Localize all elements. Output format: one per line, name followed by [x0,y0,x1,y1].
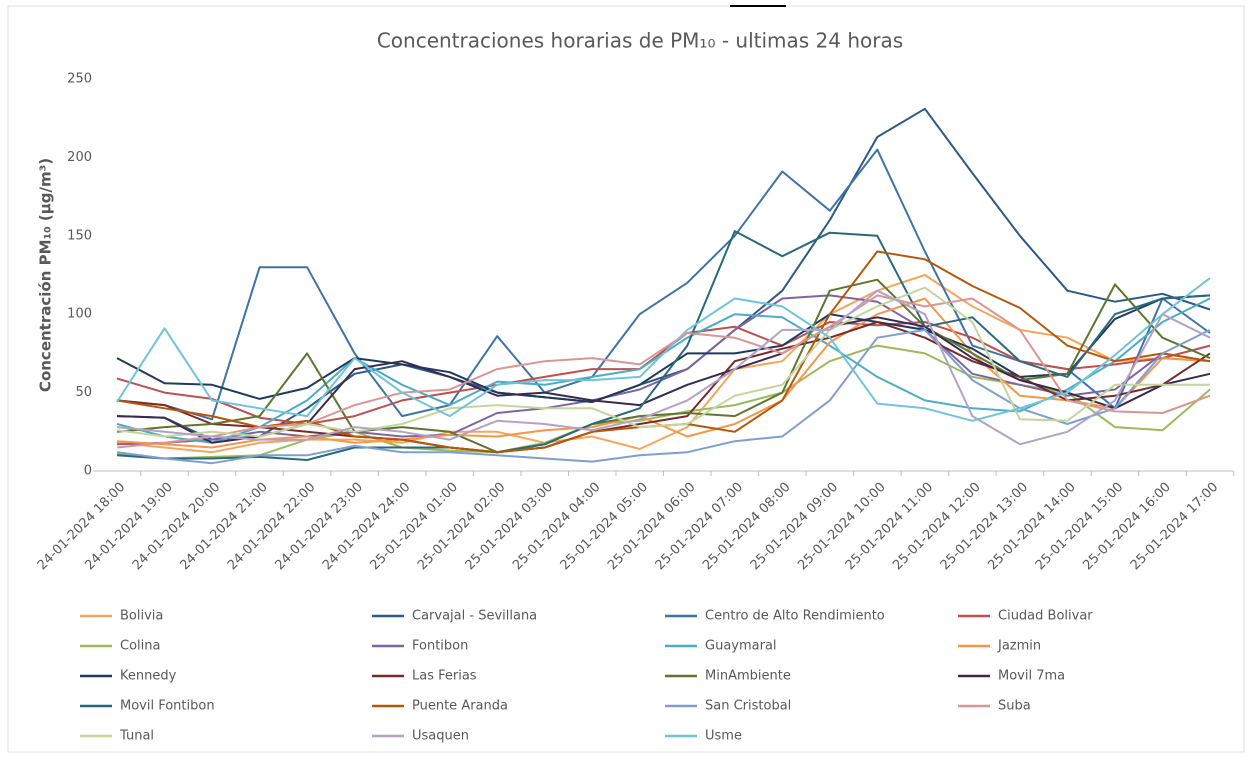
legend-label: Las Ferias [412,669,477,684]
x-tick-label: 25-01-2024 15:00 [1033,480,1126,573]
series-line [116,289,1211,446]
legend-label: Jazmin [997,639,1041,654]
series-line [116,321,1211,454]
x-tick-label: 25-01-2024 07:00 [653,480,746,573]
x-tick-label: 25-01-2024 01:00 [368,480,461,573]
series-line [116,286,1210,438]
legend-label: Colina [120,639,160,654]
x-tick-label: 24-01-2024 24:00 [320,480,413,573]
legend-label: Ciudad Bolivar [998,609,1093,624]
x-tick-label: 25-01-2024 08:00 [700,480,793,573]
x-tick-label: 25-01-2024 16:00 [1080,480,1173,573]
x-tick-label: 24-01-2024 23:00 [272,480,365,573]
x-tick-label: 24-01-2024 20:00 [130,480,223,573]
x-tick-label: 25-01-2024 10:00 [795,480,888,573]
legend-label: Kennedy [120,669,177,684]
x-tick-label: 25-01-2024 17:00 [1128,480,1221,573]
legend-label: Usme [705,729,742,744]
x-tick-label: 24-01-2024 21:00 [177,480,270,573]
x-tick-label: 25-01-2024 03:00 [463,480,556,573]
legend-label: Centro de Alto Rendimiento [705,609,885,624]
y-tick-label: 250 [67,72,92,87]
legend-label: Usaquen [412,729,469,744]
y-tick-label: 0 [84,464,92,479]
series-line [116,294,1211,446]
x-tick-label: 25-01-2024 04:00 [510,480,603,573]
x-tick-label: 25-01-2024 09:00 [748,480,841,573]
x-tick-label: 25-01-2024 13:00 [938,480,1031,573]
series-line [116,294,1211,403]
legend-label: Suba [998,699,1031,714]
series-line [116,278,1211,454]
x-tick-label: 25-01-2024 11:00 [843,480,936,573]
y-tick-label: 150 [67,228,92,243]
x-tick-label: 24-01-2024 18:00 [35,480,128,573]
x-tick-label: 25-01-2024 14:00 [985,480,1078,573]
x-tick-label: 24-01-2024 19:00 [82,480,175,573]
legend-label: Puente Aranda [412,699,508,714]
x-tick-label: 25-01-2024 02:00 [415,480,508,573]
legend-label: Carvajal - Sevillana [412,609,537,624]
y-tick-label: 200 [67,150,92,165]
legend-label: Guaymaral [705,639,777,654]
y-tick-label: 100 [67,307,92,322]
x-tick-label: 25-01-2024 06:00 [605,480,698,573]
chart-title: Concentraciones horarias de PM₁₀ - ultim… [377,29,903,53]
legend-label: Fontibon [412,639,468,654]
legend-label: Bolivia [120,609,163,624]
series-line [116,230,1211,461]
legend-label: San Cristobal [705,699,791,714]
x-tick-label: 25-01-2024 12:00 [890,480,983,573]
series-line [116,328,1211,465]
x-tick-label: 24-01-2024 22:00 [225,480,318,573]
y-axis-label: Concentración PM₁₀ (µg/m³) [37,158,55,392]
legend-label: Movil 7ma [998,669,1065,684]
series-line [116,321,1211,425]
legend-label: Tunal [119,729,154,744]
legend-label: MinAmbiente [705,669,791,684]
chart-border [7,5,1245,753]
series-line [116,277,1211,422]
series-line [116,294,1211,449]
legend-label: Movil Fontibon [120,699,215,714]
x-tick-label: 25-01-2024 05:00 [558,480,651,573]
y-tick-label: 50 [75,385,92,400]
